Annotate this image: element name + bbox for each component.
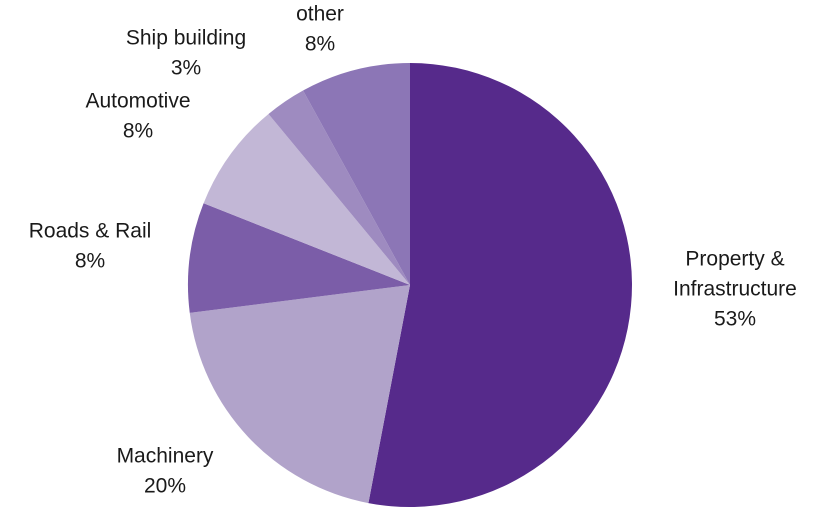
category-label-property-and-infrastructure-1: Property & <box>685 248 784 271</box>
pie-slice-ship-building <box>268 90 410 286</box>
category-label-other-1: other <box>296 3 344 26</box>
pie-slices <box>188 63 632 507</box>
value-label-machinery: 20% <box>144 475 186 498</box>
value-label-property-and-infrastructure: 53% <box>714 308 756 331</box>
value-label-other: 8% <box>305 33 335 56</box>
value-label-automotive: 8% <box>123 120 153 143</box>
category-label-machinery-1: Machinery <box>117 445 214 468</box>
category-label-ship-building-1: Ship building <box>126 27 246 50</box>
value-label-roads-and-rail: 8% <box>75 250 105 273</box>
pie-slice-automotive <box>203 113 410 285</box>
pie-slice-roads-and-rail <box>188 203 410 313</box>
value-label-ship-building: 3% <box>171 57 201 80</box>
category-label-roads-and-rail-1: Roads & Rail <box>29 220 152 243</box>
pie-slice-property-and-infrastructure <box>368 63 632 507</box>
pie-slice-other <box>303 63 410 285</box>
category-label-automotive-1: Automotive <box>85 90 190 113</box>
pie-labels: Property & Infrastructure 53% Machinery 20% R… <box>29 3 797 498</box>
pie-slice-machinery <box>189 285 410 504</box>
category-label-property-and-infrastructure-2: Infrastructure <box>673 278 797 301</box>
